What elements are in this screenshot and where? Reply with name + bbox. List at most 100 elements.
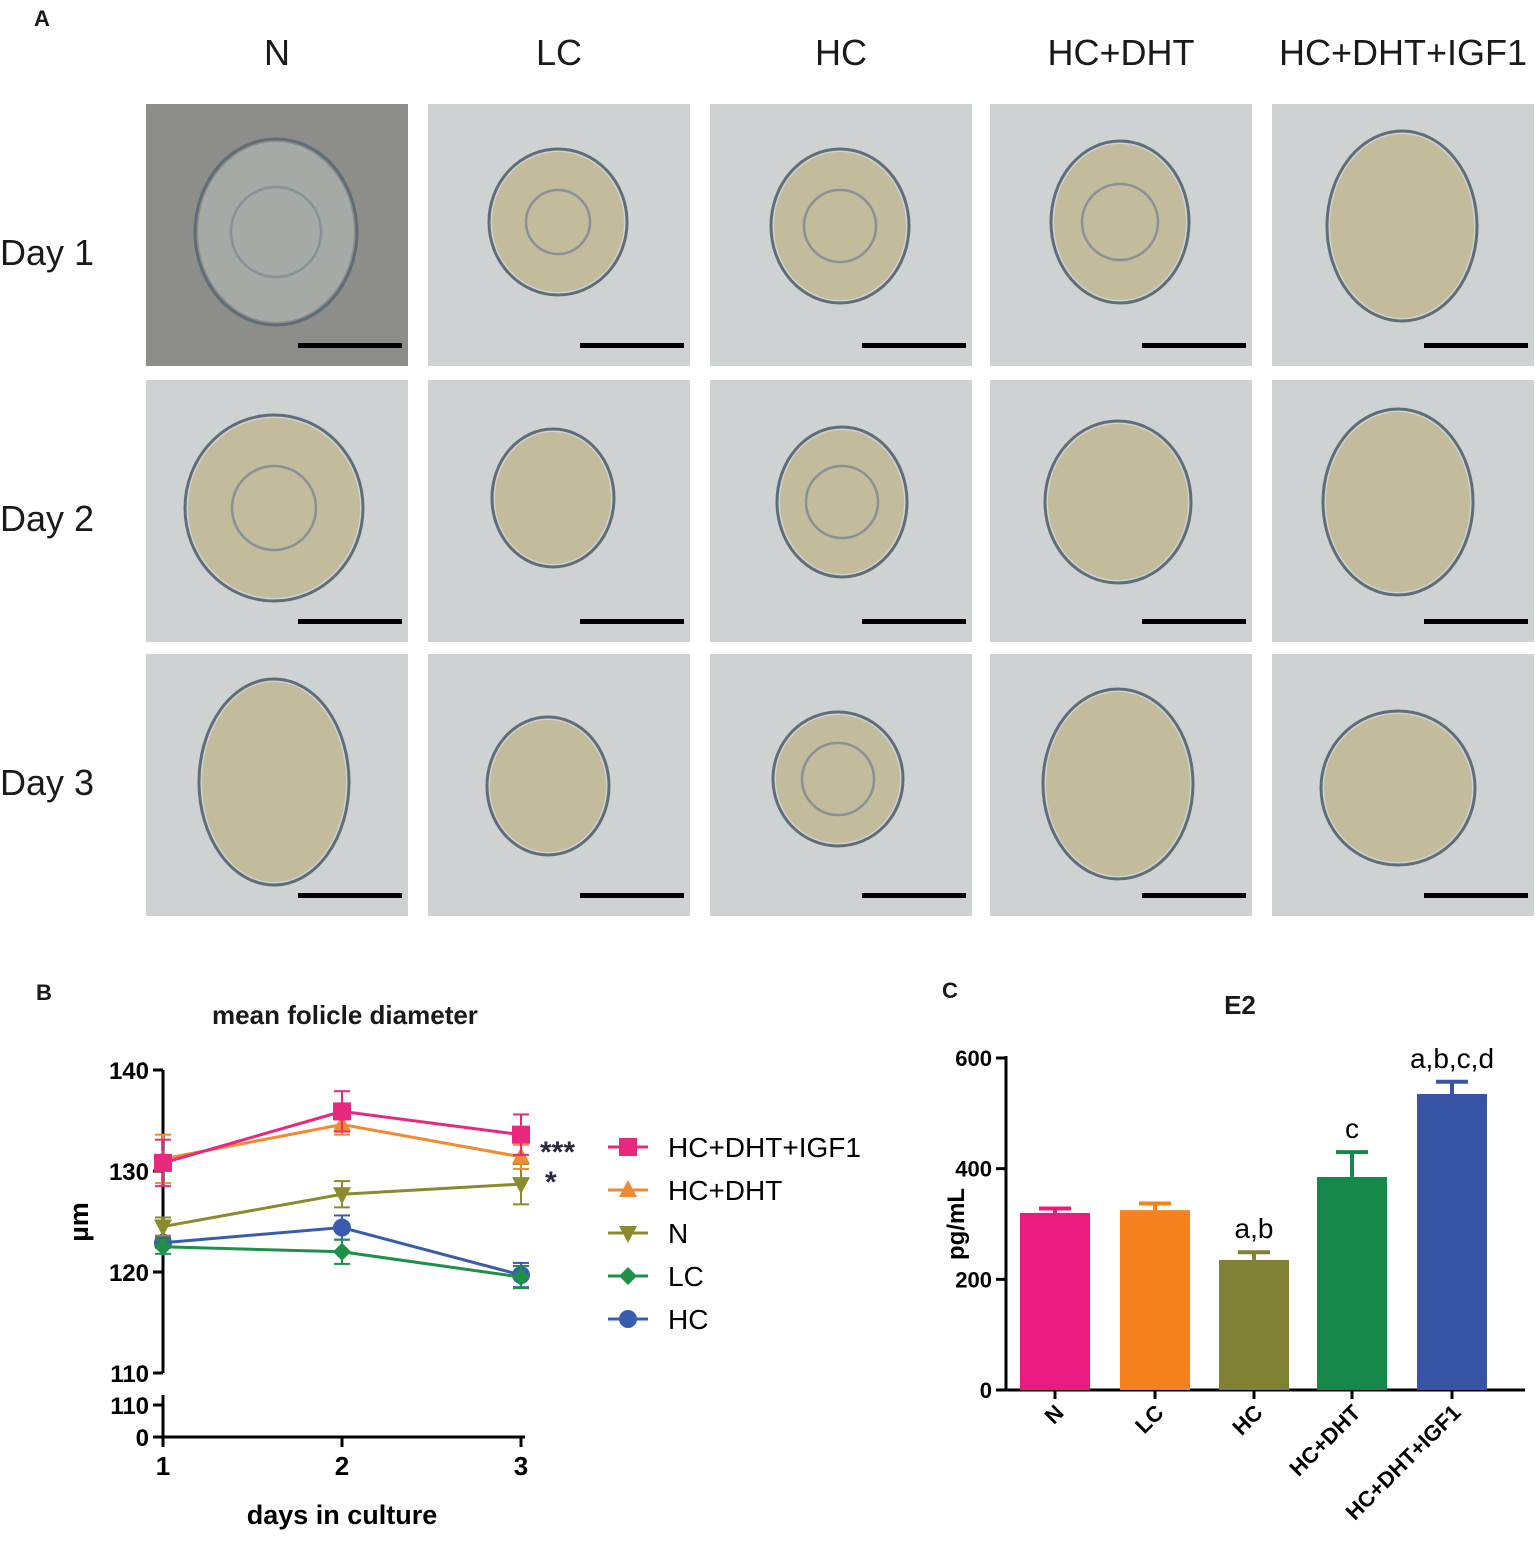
follicle-outline bbox=[1043, 419, 1193, 585]
column-label-lc: LC bbox=[535, 32, 583, 73]
bar-n: N bbox=[1020, 1206, 1090, 1429]
oocyte-ring bbox=[230, 464, 318, 552]
follicle-body bbox=[202, 682, 346, 882]
x-tick-label: N bbox=[1040, 1400, 1069, 1429]
y-tick-label: 600 bbox=[955, 1046, 992, 1071]
data-point bbox=[512, 1125, 530, 1144]
follicle-outline bbox=[771, 710, 905, 848]
x-tick-label: 2 bbox=[335, 1451, 349, 1481]
micrograph-hc-day3 bbox=[710, 654, 972, 916]
panel-a-letter: A bbox=[34, 6, 50, 31]
bar bbox=[1317, 1176, 1387, 1390]
micrograph-hc-dht-day3 bbox=[990, 654, 1252, 916]
follicle-body bbox=[492, 152, 624, 292]
y-tick-label: 200 bbox=[955, 1267, 992, 1292]
scale-bar bbox=[580, 893, 684, 898]
oocyte-ring bbox=[229, 185, 323, 279]
line-chart: 110 120 130 140 110 01 2 3 days in culture µm ****… bbox=[64, 1058, 861, 1530]
micrograph-hc-dht-day1 bbox=[990, 104, 1252, 366]
micrograph-lc-day1 bbox=[428, 104, 690, 366]
series-hc-dht-igf1 bbox=[154, 1090, 530, 1188]
scale-bar bbox=[298, 343, 402, 348]
line-chart-title: mean folicle diameter bbox=[212, 1000, 478, 1030]
legend-label: HC bbox=[668, 1304, 708, 1335]
y-tick-label: 0 bbox=[136, 1425, 149, 1452]
follicle-body bbox=[776, 715, 900, 843]
scale-bar bbox=[580, 343, 684, 348]
bar bbox=[1120, 1210, 1190, 1390]
follicle-body bbox=[490, 720, 606, 852]
scale-bar bbox=[862, 619, 966, 624]
row-label-day2: Day 2 bbox=[0, 498, 95, 539]
micrograph-hc-dht-igf1-day3 bbox=[1272, 654, 1534, 916]
follicle-outline bbox=[1041, 687, 1195, 881]
scale-bar bbox=[862, 893, 966, 898]
follicle-outline bbox=[183, 413, 365, 603]
scale-bar bbox=[1424, 893, 1528, 898]
follicle-outline bbox=[1319, 709, 1477, 867]
scale-bar bbox=[862, 343, 966, 348]
oocyte-ring bbox=[800, 741, 876, 817]
follicle-outline bbox=[490, 427, 616, 569]
row-label-day1: Day 1 bbox=[0, 232, 95, 273]
micrograph-hc-day1 bbox=[710, 104, 972, 366]
y-tick-label: 110 bbox=[110, 1393, 149, 1420]
column-label-n: N bbox=[264, 32, 290, 73]
legend-marker bbox=[619, 1226, 637, 1243]
bar-chart-title: E2 bbox=[1224, 990, 1256, 1020]
follicle-body bbox=[1054, 144, 1186, 300]
y-tick-label: 140 bbox=[109, 1058, 149, 1085]
y-tick-label: 110 bbox=[110, 1361, 149, 1388]
micrograph-n-day2 bbox=[146, 380, 408, 642]
bar bbox=[1417, 1093, 1487, 1390]
follicle-body bbox=[1326, 412, 1470, 592]
follicle-outline bbox=[1049, 139, 1191, 305]
data-point bbox=[333, 1242, 351, 1261]
scale-bar bbox=[1142, 893, 1246, 898]
follicle-body bbox=[1048, 424, 1188, 580]
oocyte-ring bbox=[804, 464, 880, 540]
follicle-outline bbox=[485, 715, 611, 857]
legend-marker bbox=[619, 1267, 637, 1285]
column-label-hc-dht: HC+DHT bbox=[1047, 32, 1195, 73]
scale-bar bbox=[1142, 619, 1246, 624]
y-tick-label: 130 bbox=[109, 1159, 149, 1186]
significance-label: *** bbox=[540, 1136, 575, 1169]
legend-marker bbox=[619, 1138, 637, 1156]
bar-lc: LC bbox=[1120, 1201, 1190, 1438]
follicle-body bbox=[1330, 134, 1474, 318]
scale-bar bbox=[298, 893, 402, 898]
follicle-body bbox=[1046, 692, 1190, 876]
bar-annotation: c bbox=[1345, 1113, 1359, 1144]
follicle-body bbox=[495, 432, 611, 564]
follicle-outline bbox=[1325, 129, 1479, 323]
column-label-hc-dht-igf1: HC+DHT+IGF1 bbox=[1278, 32, 1528, 73]
legend-label: HC+DHT+IGF1 bbox=[668, 1132, 861, 1163]
data-point bbox=[154, 1219, 172, 1237]
legend-label: HC+DHT bbox=[668, 1175, 782, 1206]
scale-bar bbox=[1424, 343, 1528, 348]
panel-c-letter: C bbox=[942, 978, 958, 1003]
y-tick-label: 0 bbox=[980, 1378, 992, 1403]
panel-b-letter: B bbox=[36, 980, 52, 1005]
column-label-hc: HC bbox=[815, 32, 867, 73]
y-axis-label: µm bbox=[64, 1202, 94, 1242]
x-tick-label: LC bbox=[1130, 1400, 1168, 1438]
legend-label: LC bbox=[668, 1261, 704, 1292]
series-lc bbox=[154, 1237, 530, 1290]
follicle-outline bbox=[769, 147, 911, 305]
micrograph-hc-dht-igf1-day1 bbox=[1272, 104, 1534, 366]
row-label-day3: Day 3 bbox=[0, 762, 95, 803]
follicle-body bbox=[188, 418, 360, 598]
micrograph-n-day3 bbox=[146, 654, 408, 916]
oocyte-ring bbox=[802, 188, 878, 264]
x-tick-label: 1 bbox=[156, 1451, 170, 1481]
follicle-outline bbox=[487, 147, 629, 297]
y-axis-label: pg/mL bbox=[943, 1188, 970, 1260]
scale-bar bbox=[580, 619, 684, 624]
bar-annotation: a,b bbox=[1235, 1213, 1274, 1244]
x-tick-label: HC+DHT bbox=[1284, 1399, 1366, 1481]
x-axis-label: days in culture bbox=[247, 1500, 438, 1530]
scale-bar bbox=[1142, 343, 1246, 348]
